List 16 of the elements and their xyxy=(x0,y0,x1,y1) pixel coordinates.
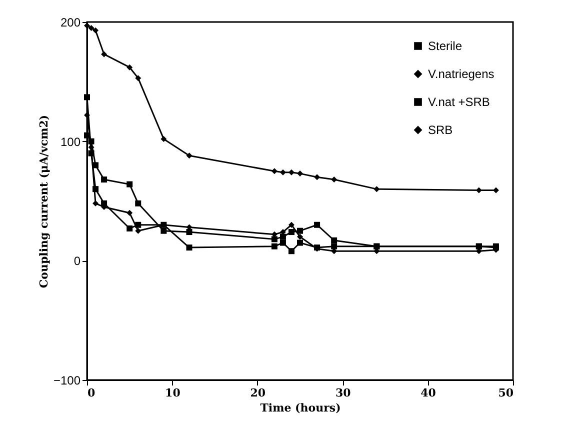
y-tick-label: 100 xyxy=(60,134,81,149)
legend-label: V.nat +SRB xyxy=(428,95,490,109)
x-tick-label: 50 xyxy=(498,386,514,400)
x-tick-label: 20 xyxy=(250,386,266,400)
x-tick-label: 30 xyxy=(335,386,352,400)
legend-label: V.natriegens xyxy=(428,67,494,81)
x-axis-title: Time (hours) xyxy=(260,402,341,414)
legend-label: Sterile xyxy=(428,39,462,53)
y-axis-title: Coupling current (μA/vcm2) xyxy=(37,114,50,288)
y-tick-label: 0 xyxy=(74,254,81,268)
y-tick-label: −100 xyxy=(53,374,81,388)
x-tick-label: 0 xyxy=(88,386,96,400)
x-tick-label: 10 xyxy=(165,386,181,400)
x-tick-label: 40 xyxy=(420,386,436,400)
legend-label: SRB xyxy=(428,123,453,137)
y-tick-label: 200 xyxy=(60,16,81,30)
